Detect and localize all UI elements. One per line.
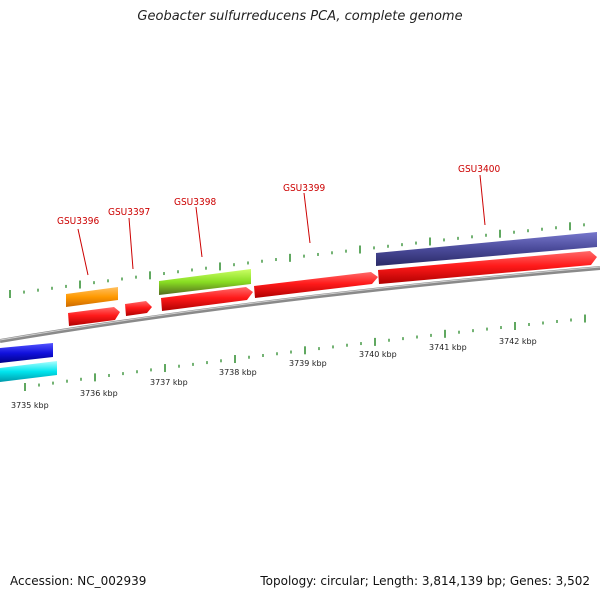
genome-backbone-highlight	[0, 266, 600, 341]
gene-gsu3397-forward[interactable]	[125, 301, 152, 316]
outer-tick-ring	[9, 222, 585, 298]
kbp-label: 3742 kbp	[499, 337, 537, 346]
cyan-track[interactable]	[0, 361, 57, 382]
kbp-label: 3735 kbp	[11, 401, 49, 410]
accession-text: Accession: NC_002939	[10, 574, 147, 588]
gene-gsu3396-forward[interactable]	[68, 307, 120, 326]
gene-label-gsu3398[interactable]: GSU3398	[174, 197, 216, 208]
gene-gsu3398-reverse[interactable]	[159, 269, 251, 295]
gene-label-gsu3400[interactable]: GSU3400	[458, 164, 500, 175]
gene-gsu3400-forward[interactable]	[378, 251, 597, 284]
gene-gsu3400-reverse[interactable]	[376, 232, 597, 266]
kbp-label: 3736 kbp	[80, 389, 118, 398]
kbp-label: 3738 kbp	[219, 368, 257, 377]
gene-gsu3398-forward[interactable]	[161, 287, 253, 311]
blue-track[interactable]	[0, 343, 53, 363]
kbp-label: 3740 kbp	[359, 350, 397, 359]
genome-backbone	[0, 266, 600, 343]
map-title: Geobacter sulfurreducens PCA, complete g…	[137, 9, 463, 24]
gene-gsu3396-reverse[interactable]	[66, 287, 118, 307]
inner-tick-ring	[24, 314, 586, 391]
gene-label-gsu3397[interactable]: GSU3397	[108, 207, 150, 218]
kbp-label: 3739 kbp	[289, 359, 327, 368]
kbp-label: 3737 kbp	[150, 378, 188, 387]
kbp-label: 3741 kbp	[429, 343, 467, 352]
genome-stats-text: Topology: circular; Length: 3,814,139 bp…	[260, 574, 590, 588]
gene-label-leaders	[77, 174, 486, 276]
gene-gsu3399-forward[interactable]	[254, 272, 378, 298]
gene-label-gsu3399[interactable]: GSU3399	[283, 183, 325, 194]
gene-label-gsu3396[interactable]: GSU3396	[57, 216, 99, 227]
